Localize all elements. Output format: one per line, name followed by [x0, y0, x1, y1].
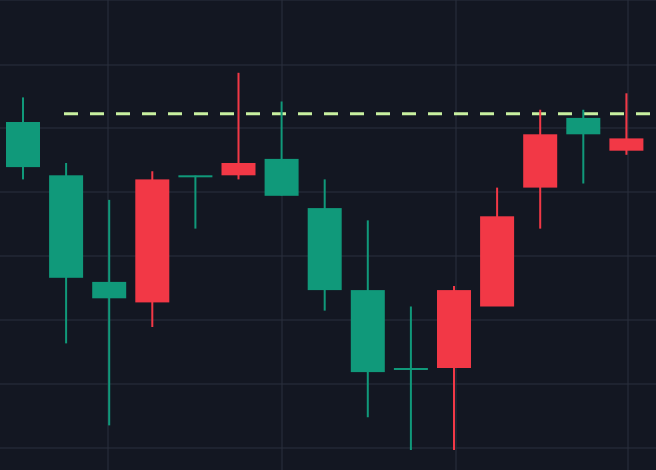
candle — [178, 175, 213, 229]
candle — [264, 101, 299, 196]
candle — [221, 72, 256, 180]
candle — [49, 163, 84, 344]
candle — [6, 97, 40, 180]
candle — [350, 220, 385, 418]
candle — [523, 109, 558, 229]
candle-body — [609, 138, 644, 151]
candle-body — [264, 158, 299, 196]
candle-body — [135, 179, 170, 303]
candle-body — [49, 175, 84, 278]
candle — [92, 199, 127, 426]
candle-body — [307, 208, 342, 291]
candle-body — [6, 122, 40, 168]
candle-body — [92, 281, 127, 299]
candle-body — [566, 117, 601, 135]
candle — [566, 109, 601, 184]
candle — [480, 187, 515, 307]
candle — [307, 179, 342, 311]
candle — [609, 93, 644, 155]
candle-body — [437, 290, 471, 368]
candle-body — [480, 216, 515, 307]
candle — [437, 286, 471, 450]
candle-body — [221, 163, 256, 176]
candle-body — [178, 175, 213, 178]
candles — [6, 72, 644, 450]
candle-body — [393, 368, 428, 370]
candle-body — [523, 134, 558, 188]
candle — [135, 171, 170, 327]
candle-body — [350, 290, 385, 373]
candle — [393, 306, 428, 450]
